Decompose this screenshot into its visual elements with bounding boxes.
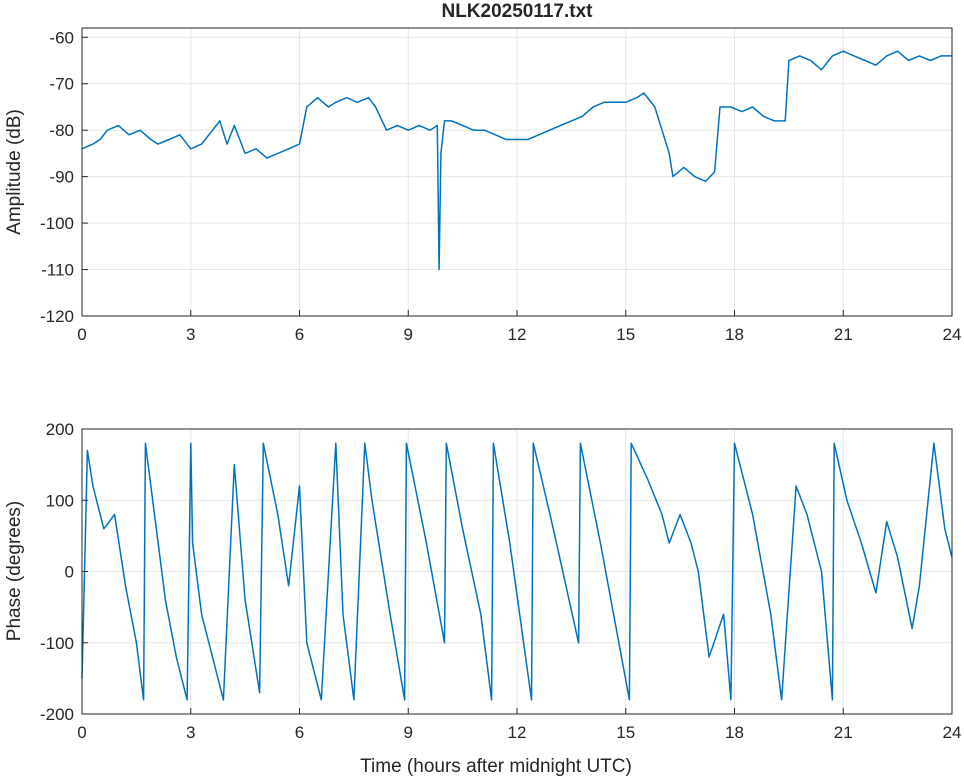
amplitude-y-tick-label: -80 xyxy=(49,121,74,140)
phase-x-tick-label: 0 xyxy=(77,723,86,742)
amplitude-x-tick-label: 24 xyxy=(943,325,962,344)
amplitude-grid xyxy=(81,28,953,317)
amplitude-y-tick-label: -120 xyxy=(40,307,74,326)
amplitude-x-tick-label: 21 xyxy=(834,325,853,344)
phase-x-ticks: 0 3 6 9 12 15 18 21 24 xyxy=(77,708,961,742)
phase-plot: 0 3 6 9 12 15 18 21 24 200 100 0 -100 -200 Phase (de… xyxy=(4,420,961,777)
phase-x-tick-label: 9 xyxy=(404,723,413,742)
amplitude-y-ticks: -60 -70 -80 -90 -100 -110 -120 xyxy=(40,28,88,326)
amplitude-x-tick-label: 15 xyxy=(616,325,635,344)
amplitude-series xyxy=(81,50,952,271)
amplitude-y-tick-label: -90 xyxy=(49,168,74,187)
amplitude-y-tick-label: -100 xyxy=(40,214,74,233)
amplitude-x-ticks: 0 3 6 9 12 15 18 21 24 xyxy=(77,310,961,344)
amplitude-x-tick-label: 18 xyxy=(725,325,744,344)
phase-x-tick-label: 18 xyxy=(725,723,744,742)
amplitude-x-tick-label: 12 xyxy=(508,325,527,344)
phase-x-tick-label: 3 xyxy=(186,723,195,742)
phase-y-tick-label: 200 xyxy=(46,420,74,439)
phase-y-tick-label: 100 xyxy=(46,491,74,510)
phase-y-tick-label: -100 xyxy=(40,634,74,653)
amplitude-x-tick-label: 3 xyxy=(186,325,195,344)
phase-series xyxy=(81,442,953,701)
phase-x-axis-label: Time (hours after midnight UTC) xyxy=(360,756,632,777)
phase-x-tick-label: 24 xyxy=(943,723,962,742)
amplitude-y-tick-label: -60 xyxy=(49,28,74,47)
amplitude-x-tick-label: 6 xyxy=(295,325,304,344)
amplitude-series-line-0 xyxy=(81,50,952,271)
phase-x-tick-label: 12 xyxy=(508,723,527,742)
phase-y-axis-label: Phase (degrees) xyxy=(4,501,25,641)
phase-x-tick-label: 6 xyxy=(295,723,304,742)
amplitude-y-tick-label: -70 xyxy=(49,75,74,94)
amplitude-x-tick-label: 9 xyxy=(404,325,413,344)
amplitude-y-tick-label: -110 xyxy=(41,261,74,280)
phase-series-line-0 xyxy=(81,442,953,701)
phase-x-tick-label: 15 xyxy=(616,723,635,742)
phase-y-tick-label: -200 xyxy=(40,705,74,724)
amplitude-y-axis-label: Amplitude (dB) xyxy=(4,109,25,235)
amplitude-x-tick-label: 0 xyxy=(77,325,86,344)
phase-y-tick-label: 0 xyxy=(65,563,74,582)
amplitude-plot: NLK20250117.txt 0 3 6 9 12 15 18 21 24 -60 -70 -80… xyxy=(4,1,961,344)
amplitude-plot-title: NLK20250117.txt xyxy=(441,1,593,22)
phase-y-ticks: 200 100 0 -100 -200 xyxy=(40,420,88,724)
phase-x-tick-label: 21 xyxy=(834,723,853,742)
